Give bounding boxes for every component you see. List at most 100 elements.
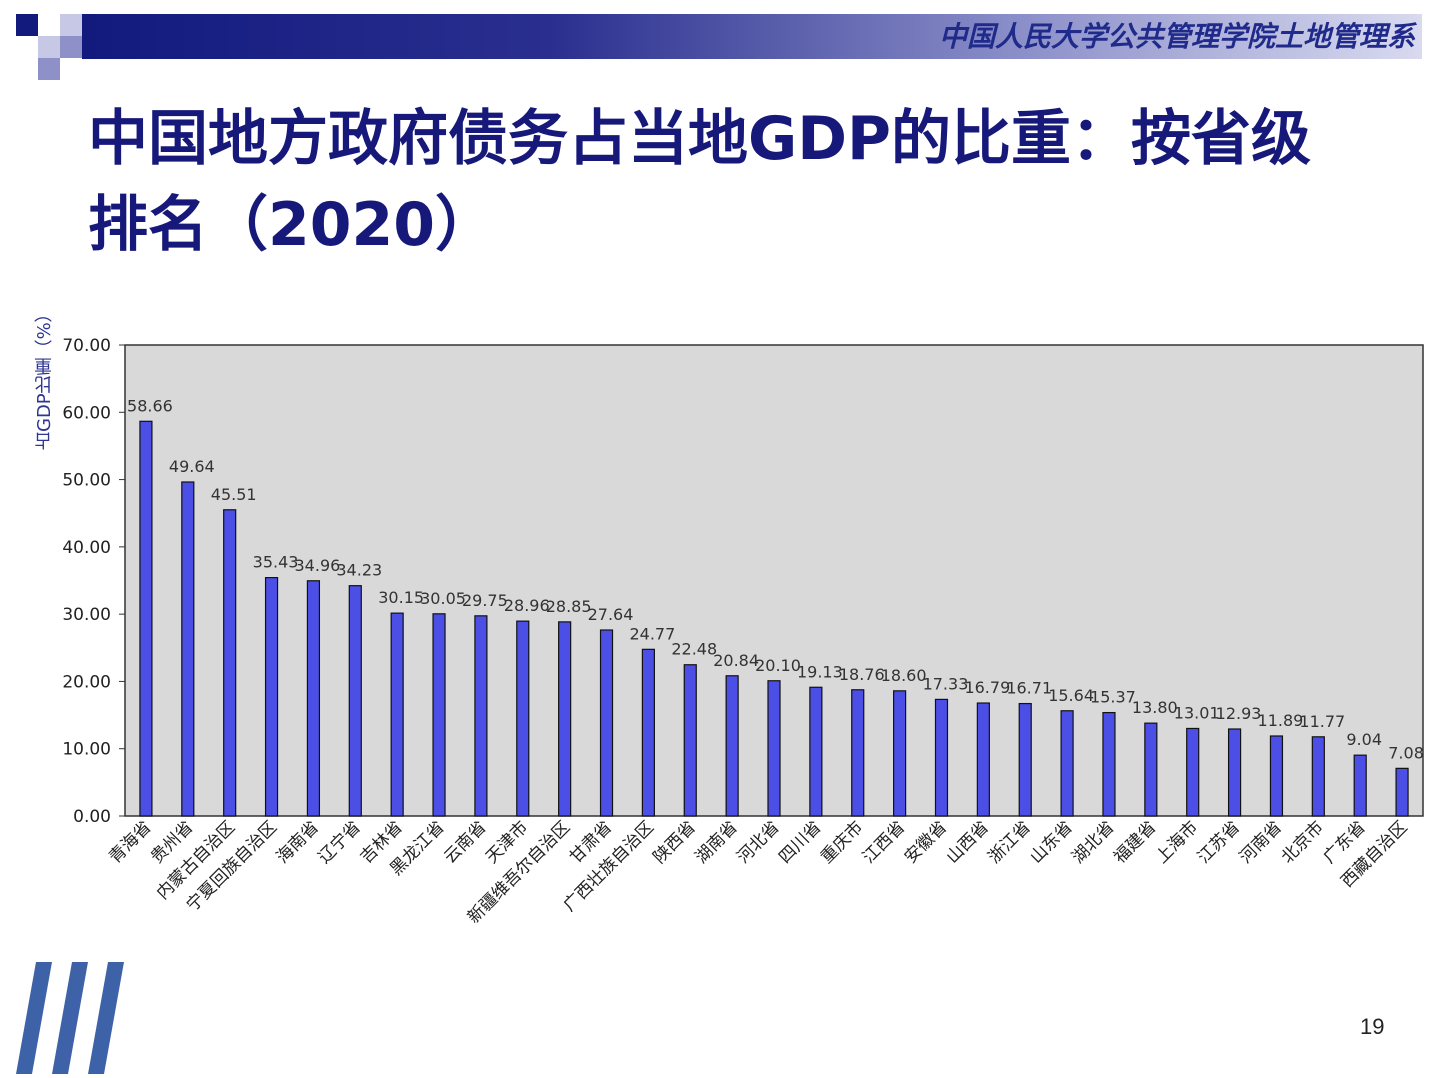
bar [348,585,362,817]
x-tick-label: 浙江省 [985,817,1035,867]
x-tick-label: 山西省 [943,817,993,867]
y-tick-label: 60.00 [62,403,111,423]
bar [599,629,614,817]
y-tick-label: 10.00 [62,740,111,760]
y-tick-label: 40.00 [62,538,111,558]
data-label: 15.64 [1048,686,1094,705]
header-bar [82,14,1422,59]
data-label: 45.51 [211,485,257,504]
bar [139,420,153,817]
x-tick-label: 山东省 [1026,817,1076,867]
x-tick-label: 辽宁省 [315,817,365,867]
x-tick-label: 安徽省 [901,817,951,867]
bar [976,702,990,817]
bar [474,615,488,817]
bar [1269,735,1284,817]
bar [1353,754,1367,817]
x-tick-label: 湖南省 [691,817,741,867]
x-tick-label: 青海省 [105,817,155,867]
bar [1144,722,1158,817]
bar [893,690,907,817]
x-tick-label: 海南省 [273,817,323,867]
data-label: 34.96 [295,556,341,575]
x-tick-label: 陕西省 [650,817,700,867]
x-tick-label: 湖北省 [1068,817,1118,867]
bar [223,509,237,817]
data-label: 27.64 [588,605,634,624]
y-tick-label: 30.00 [62,605,111,625]
data-label: 7.08 [1388,743,1424,762]
y-tick-label: 0.00 [73,807,111,827]
bar [1395,767,1409,817]
data-label: 16.79 [964,678,1010,697]
bar [1227,728,1242,817]
data-label: 17.33 [923,674,969,693]
x-tick-label: 重庆市 [817,817,867,867]
bar [432,613,446,817]
bar [809,686,823,817]
data-label: 28.85 [546,597,592,616]
data-label: 9.04 [1346,730,1382,749]
data-label: 28.96 [504,596,550,615]
bar [725,675,739,817]
bar [641,648,655,817]
x-tick-label: 四川省 [775,817,825,867]
bar [306,580,321,817]
bar [558,621,572,817]
data-label: 13.01 [1174,703,1220,722]
data-label: 29.75 [462,591,508,610]
bar [767,680,781,817]
x-tick-label: 福建省 [1110,817,1160,867]
x-tick-label: 河南省 [1236,817,1286,867]
data-label: 20.10 [755,656,801,675]
bar [1311,736,1325,817]
bar [516,620,530,817]
data-label: 30.05 [420,589,466,608]
data-label: 12.93 [1216,704,1262,723]
data-label: 30.15 [378,588,424,607]
bar [683,664,697,817]
university-logo [16,962,124,1074]
bar [390,612,404,817]
x-tick-label: 云南省 [440,817,490,867]
page-number: 19 [1360,1014,1385,1039]
bar [181,481,195,817]
data-label: 49.64 [169,457,215,476]
bar [1018,702,1032,817]
bar [1186,727,1200,817]
bar [1060,710,1074,817]
bar [264,577,279,817]
x-tick-label: 上海市 [1152,817,1202,867]
data-label: 35.43 [253,553,299,572]
bar [934,698,949,817]
corner-square [60,14,82,36]
corner-square [38,58,60,80]
data-label: 16.71 [1006,679,1052,698]
data-label: 11.77 [1299,712,1345,731]
data-label: 11.89 [1258,711,1304,730]
corner-square [38,36,60,58]
x-tick-label: 江西省 [859,817,909,867]
data-label: 34.23 [336,561,382,580]
header-org-text: 中国人民大学公共管理学院土地管理系 [938,20,1415,53]
data-label: 18.60 [881,666,927,685]
x-tick-label: 北京市 [1278,817,1328,867]
data-label: 19.13 [797,662,843,681]
y-tick-label: 70.00 [62,336,111,356]
corner-square [16,14,38,36]
bar [851,689,865,817]
y-tick-label: 20.00 [62,672,111,692]
y-tick-label: 50.00 [62,471,111,491]
data-label: 13.80 [1132,698,1178,717]
x-tick-label: 江苏省 [1194,817,1244,867]
slide-title: 中国地方政府债务占当地GDP的比重：按省级排名（2020） [88,104,1312,260]
data-label: 24.77 [629,624,675,643]
data-label: 18.76 [839,665,885,684]
corner-square [60,36,82,58]
data-label: 20.84 [713,651,759,670]
data-label: 15.37 [1090,688,1136,707]
x-tick-label: 河北省 [733,817,783,867]
data-label: 22.48 [671,640,717,659]
data-label: 58.66 [127,396,173,415]
